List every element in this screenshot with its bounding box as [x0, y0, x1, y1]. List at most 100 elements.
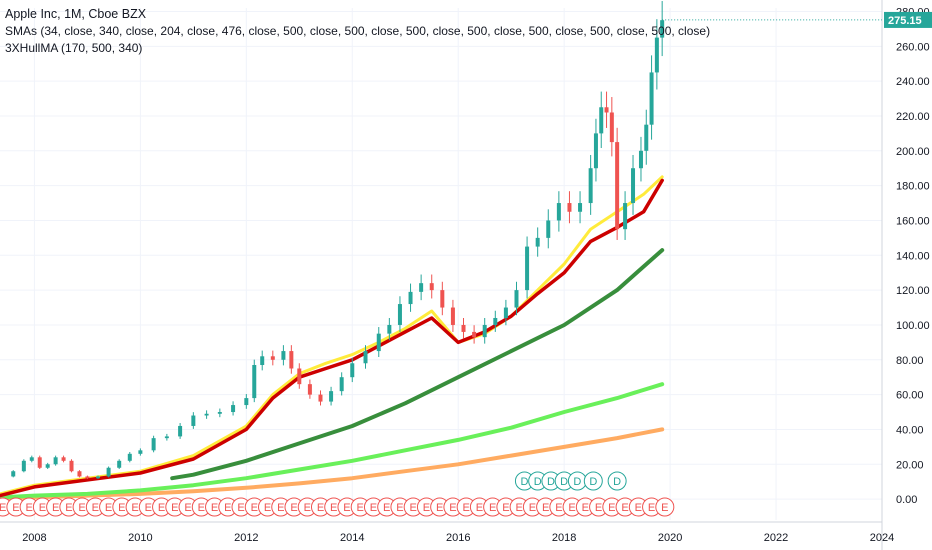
price-candle-27[interactable]: [281, 351, 286, 360]
earnings-marker-label-36: E: [476, 502, 483, 514]
price-candle-32[interactable]: [329, 391, 334, 402]
price-candle-23[interactable]: [244, 398, 249, 406]
hull-legend-label[interactable]: 3XHullMA (170, 500, 340): [5, 41, 143, 55]
price-candle-42[interactable]: [440, 290, 445, 308]
dividend-marker-5[interactable]: [583, 471, 603, 491]
price-candle-64[interactable]: [638, 150, 643, 169]
price-candle-8[interactable]: [69, 460, 74, 472]
earnings-marker-label-45: E: [595, 502, 602, 514]
series-line-0[interactable]: [0, 175, 664, 496]
price-candle-56[interactable]: [588, 168, 593, 204]
price-candle-18[interactable]: [178, 425, 183, 437]
dividend-marker-6[interactable]: [607, 471, 627, 491]
price-candle-26[interactable]: [270, 356, 275, 360]
earnings-marker-label-40: E: [529, 502, 536, 514]
price-candle-13[interactable]: [117, 460, 122, 468]
price-candle-20[interactable]: [204, 413, 209, 416]
price-candle-57[interactable]: [593, 133, 598, 169]
price-candle-44[interactable]: [461, 324, 466, 332]
price-candle-38[interactable]: [397, 304, 402, 325]
earnings-marker-label-0: E: [0, 502, 6, 514]
price-candle-30[interactable]: [307, 384, 312, 395]
price-candle-22[interactable]: [231, 405, 236, 413]
price-candle-4[interactable]: [37, 457, 42, 468]
series-line-3[interactable]: [0, 382, 665, 500]
price-candle-2[interactable]: [21, 460, 26, 472]
x-tick-label-0: 2008: [22, 532, 46, 544]
price-candle-62[interactable]: [623, 203, 628, 230]
earnings-marker-label-39: E: [515, 502, 522, 514]
price-candle-11[interactable]: [96, 476, 100, 479]
symbol-title[interactable]: Apple Inc, 1M, Cboe BZX: [5, 7, 147, 21]
price-candle-24[interactable]: [252, 365, 257, 399]
earnings-marker-label-48: E: [635, 502, 642, 514]
price-candle-33[interactable]: [339, 377, 344, 392]
earnings-marker-label-16: E: [211, 502, 218, 514]
price-candle-40[interactable]: [419, 283, 424, 292]
earnings-marker-label-37: E: [489, 502, 496, 514]
price-candle-16[interactable]: [151, 438, 156, 451]
price-candle-60[interactable]: [609, 112, 614, 143]
sma-legend-label[interactable]: SMAs (34, close, 340, close, 204, close,…: [5, 24, 711, 38]
price-candle-66[interactable]: [649, 72, 654, 125]
earnings-marker-50[interactable]: [655, 497, 675, 517]
price-candle-59[interactable]: [604, 107, 609, 113]
price-candle-19[interactable]: [191, 415, 196, 426]
price-candle-36[interactable]: [376, 333, 381, 352]
price-candle-3[interactable]: [29, 457, 34, 461]
price-candle-12[interactable]: [106, 467, 111, 477]
series-line-2[interactable]: [170, 248, 665, 481]
price-candle-1[interactable]: [11, 471, 16, 477]
price-candle-15[interactable]: [138, 450, 143, 454]
price-candle-25[interactable]: [260, 356, 265, 366]
price-candle-41[interactable]: [429, 283, 434, 291]
earnings-marker-label-28: E: [370, 502, 377, 514]
earnings-marker-label-9: E: [118, 502, 125, 514]
dividend-marker-label-5: D: [589, 476, 597, 488]
y-tick-label-7: 140.00: [896, 250, 930, 262]
price-candle-54[interactable]: [567, 203, 572, 212]
price-candle-52[interactable]: [546, 220, 551, 238]
price-candle-9[interactable]: [77, 471, 82, 477]
price-candle-37[interactable]: [387, 324, 392, 334]
price-candle-51[interactable]: [535, 237, 540, 247]
price-candle-10[interactable]: [85, 476, 90, 479]
earnings-marker-label-35: E: [462, 502, 469, 514]
price-candle-53[interactable]: [556, 203, 561, 221]
x-tick-label-6: 2020: [658, 532, 682, 544]
y-tick-label-6: 120.00: [896, 285, 930, 297]
price-candle-21[interactable]: [217, 412, 222, 414]
earnings-marker-label-2: E: [25, 502, 32, 514]
price-candle-63[interactable]: [631, 168, 636, 204]
price-candle-46[interactable]: [482, 324, 487, 338]
price-candle-68[interactable]: [660, 20, 665, 38]
price-candle-48[interactable]: [503, 307, 508, 318]
series-line-1[interactable]: [0, 178, 664, 498]
price-candle-39[interactable]: [408, 291, 413, 305]
price-candle-7[interactable]: [61, 457, 66, 461]
price-candle-55[interactable]: [578, 203, 583, 212]
price-candle-17[interactable]: [164, 436, 169, 439]
price-candle-47[interactable]: [493, 317, 498, 325]
price-candle-43[interactable]: [450, 307, 455, 325]
price-candle-65[interactable]: [644, 124, 649, 151]
y-tick-label-10: 200.00: [896, 146, 930, 158]
price-candle-6[interactable]: [53, 457, 58, 465]
earnings-marker-label-15: E: [198, 502, 205, 514]
price-candle-61[interactable]: [615, 142, 620, 230]
price-candle-45[interactable]: [472, 331, 477, 338]
earnings-marker-label-49: E: [648, 502, 655, 514]
dividend-marker-label-3: D: [560, 476, 568, 488]
price-candle-35[interactable]: [363, 351, 368, 364]
price-candle-31[interactable]: [318, 394, 323, 402]
price-candle-50[interactable]: [525, 246, 530, 291]
price-candle-49[interactable]: [514, 290, 519, 308]
price-candle-34[interactable]: [350, 363, 355, 378]
price-candle-58[interactable]: [599, 107, 604, 134]
price-candle-28[interactable]: [289, 351, 294, 369]
price-candle-67[interactable]: [654, 37, 659, 73]
price-candle-5[interactable]: [45, 464, 50, 468]
price-candle-14[interactable]: [127, 453, 132, 461]
price-candle-29[interactable]: [297, 368, 302, 385]
